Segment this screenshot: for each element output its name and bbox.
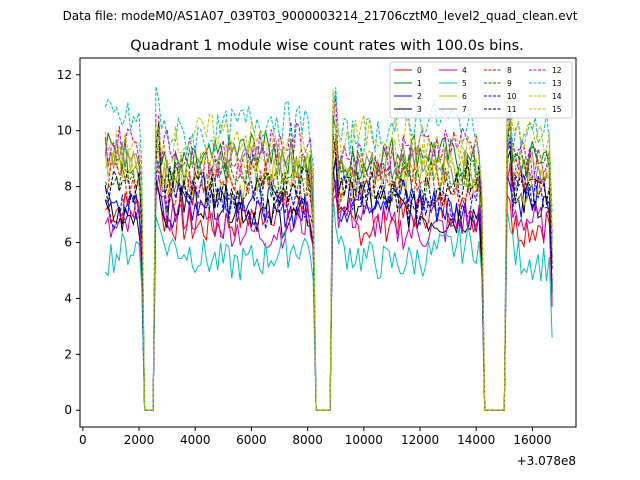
legend-label-0: 0	[417, 66, 422, 75]
x-tick-label: 0	[79, 433, 87, 447]
y-tick-label: 0	[64, 403, 72, 417]
x-tick-label: 12000	[401, 433, 439, 447]
y-tick-label: 6	[64, 236, 72, 250]
legend-label-9: 9	[507, 79, 512, 88]
series-line-13	[104, 86, 553, 411]
legend-label-13: 13	[552, 79, 562, 88]
legend-label-6: 6	[462, 92, 467, 101]
series-line-3	[104, 150, 553, 411]
y-tick-label: 4	[64, 291, 72, 305]
legend-label-8: 8	[507, 66, 512, 75]
plot-lines	[104, 86, 553, 411]
x-tick-label: 2000	[124, 433, 155, 447]
x-tick-label: 4000	[180, 433, 211, 447]
series-line-6	[104, 120, 553, 411]
series-line-14	[104, 118, 553, 411]
legend-label-15: 15	[552, 105, 562, 114]
y-tick-label: 12	[57, 68, 72, 82]
x-tick-label: 14000	[457, 433, 495, 447]
x-tick-label: 6000	[236, 433, 267, 447]
legend-label-3: 3	[417, 105, 422, 114]
legend-label-1: 1	[417, 79, 422, 88]
series-line-9	[104, 121, 553, 411]
x-tick-label: 16000	[513, 433, 551, 447]
x-offset-label: +3.078e8	[517, 454, 576, 468]
y-tick-label: 8	[64, 180, 72, 194]
y-tick-label: 10	[57, 124, 72, 138]
series-line-11	[104, 123, 553, 411]
series-line-0	[104, 178, 553, 411]
legend-label-10: 10	[507, 92, 517, 101]
x-tick-label: 8000	[292, 433, 323, 447]
legend-label-12: 12	[552, 66, 562, 75]
axes: 0 2000 4000 6000 8000 10000 12000 14000 16000 0 2 4…	[57, 57, 577, 447]
legend-label-2: 2	[417, 92, 422, 101]
legend-box	[389, 61, 573, 119]
legend-label-4: 4	[462, 66, 467, 75]
legend-label-5: 5	[462, 79, 467, 88]
data-file-label: Data file: modeM0/AS1A07_039T03_90000032…	[63, 9, 578, 23]
series-line-10	[105, 137, 553, 411]
legend-label-14: 14	[552, 92, 562, 101]
chart-title: Quadrant 1 module wise count rates with …	[130, 38, 524, 54]
x-tick-label: 10000	[345, 433, 383, 447]
series-line-12	[104, 94, 553, 411]
legend-label-11: 11	[507, 105, 517, 114]
series-line-15	[104, 89, 553, 411]
y-tick-label: 2	[64, 347, 72, 361]
legend-label-7: 7	[462, 105, 467, 114]
series-line-8	[104, 137, 553, 411]
